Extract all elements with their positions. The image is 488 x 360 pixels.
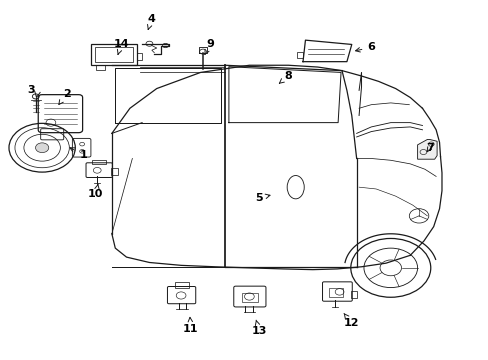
Text: 10: 10 xyxy=(88,184,103,199)
Bar xyxy=(328,288,343,297)
Text: 14: 14 xyxy=(114,39,129,54)
Text: 2: 2 xyxy=(59,89,70,104)
Bar xyxy=(350,291,356,298)
Bar xyxy=(137,53,142,60)
Text: 9: 9 xyxy=(204,39,214,54)
Text: 4: 4 xyxy=(147,14,156,30)
Bar xyxy=(297,51,303,58)
Text: 11: 11 xyxy=(183,318,198,334)
Bar xyxy=(111,168,118,175)
Text: 7: 7 xyxy=(425,143,433,153)
Bar xyxy=(92,159,106,164)
Text: 5: 5 xyxy=(255,193,269,203)
Circle shape xyxy=(36,143,49,153)
Text: 12: 12 xyxy=(343,314,359,328)
Bar xyxy=(96,65,104,69)
Bar xyxy=(175,282,188,288)
Text: 13: 13 xyxy=(251,320,266,336)
Text: 3: 3 xyxy=(27,85,35,95)
Text: 1: 1 xyxy=(70,148,87,160)
Text: 6: 6 xyxy=(355,42,374,52)
Bar xyxy=(242,293,257,302)
Polygon shape xyxy=(417,139,436,159)
Text: 8: 8 xyxy=(279,71,292,84)
